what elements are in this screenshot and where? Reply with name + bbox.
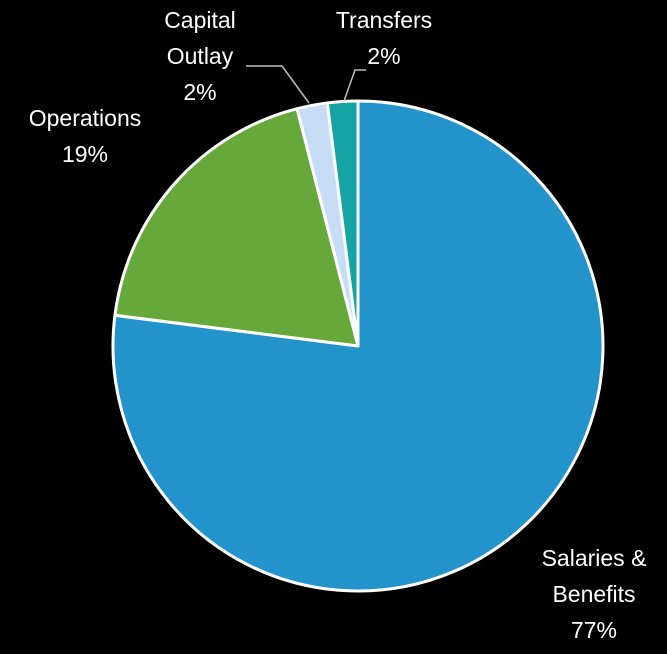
data-label-capital-outlay: Capital Outlay 2% [164,7,236,105]
pie-slice-transfers [325,99,360,348]
data-label-transfers: Transfers 2% [336,7,432,69]
leader-line-capital-outlay [246,65,310,104]
pie-slice-operations [113,107,360,348]
leader-lines [246,65,366,104]
data-labels: Salaries & Benefits 77% Operations 19% Capita… [29,7,647,643]
data-label-salaries-benefits: Salaries & Benefits 77% [542,545,647,643]
data-label-operations: Operations 19% [29,105,142,167]
pie-slices [111,99,605,593]
leader-line-transfers [343,69,366,102]
